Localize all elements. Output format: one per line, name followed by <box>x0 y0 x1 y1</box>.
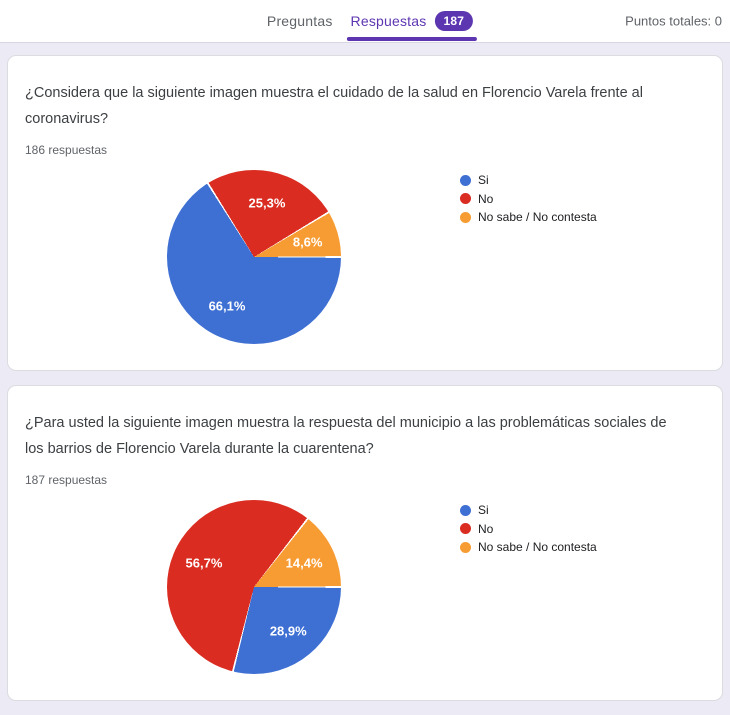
legend-item: No sabe / No contesta <box>460 208 597 227</box>
legend-color-dot <box>460 211 471 223</box>
question-card-1: ¿Considera que la siguiente imagen muest… <box>7 55 723 371</box>
question-card-2: ¿Para usted la siguiente imagen muestra … <box>7 385 723 701</box>
pie-slice-label: 28,9% <box>269 623 307 639</box>
legend-color-dot <box>460 523 471 535</box>
legend-item: No sabe / No contesta <box>460 538 597 557</box>
legend-label: No sabe / No contesta <box>478 210 597 225</box>
legend-item: No <box>460 520 597 539</box>
tab-bar: Preguntas Respuestas 187 <box>265 0 478 42</box>
legend-item: Si <box>460 171 597 190</box>
legend-item: Si <box>460 501 597 520</box>
responses-content: ¿Considera que la siguiente imagen muest… <box>0 43 730 701</box>
response-count-badge: 187 <box>434 11 474 31</box>
tab-preguntas-label: Preguntas <box>266 13 333 29</box>
pie-slice-label: 56,7% <box>185 555 223 570</box>
legend-label: Si <box>478 173 489 188</box>
pie-slice-label: 8,6% <box>292 234 323 250</box>
tab-respuestas-label: Respuestas <box>350 13 427 29</box>
response-count: 187 respuestas <box>25 473 108 487</box>
legend-item: No <box>460 190 597 209</box>
legend-label: No <box>478 521 494 536</box>
pie-chart: 28,9% 56,7% 14,4% <box>167 500 341 674</box>
pie-slice-label: 14,4% <box>285 555 323 571</box>
legend-color-dot <box>460 541 471 553</box>
tab-preguntas[interactable]: Preguntas <box>265 0 335 42</box>
tab-respuestas[interactable]: Respuestas 187 <box>346 0 478 42</box>
legend-color-dot <box>460 504 471 516</box>
legend-label: No <box>478 191 494 206</box>
response-count: 186 respuestas <box>25 143 108 157</box>
chart-legend: Si No No sabe / No contesta <box>460 501 597 557</box>
legend-label: No sabe / No contesta <box>478 540 597 555</box>
pie-slice-label: 66,1% <box>208 298 246 314</box>
pie-chart: 66,1% 25,3% 8,6% <box>167 170 341 344</box>
chart-legend: Si No No sabe / No contesta <box>460 171 597 227</box>
legend-color-dot <box>460 193 471 205</box>
legend-color-dot <box>460 174 471 186</box>
question-title: ¿Para usted la siguiente imagen muestra … <box>25 415 667 457</box>
results-header: Preguntas Respuestas 187 Puntos totales:… <box>0 0 730 43</box>
points-total-label: Puntos totales: 0 <box>625 13 722 29</box>
pie-slice-label: 25,3% <box>248 195 286 211</box>
question-title: ¿Considera que la siguiente imagen muest… <box>25 85 643 127</box>
active-tab-underline <box>346 37 478 41</box>
legend-label: Si <box>478 503 489 518</box>
